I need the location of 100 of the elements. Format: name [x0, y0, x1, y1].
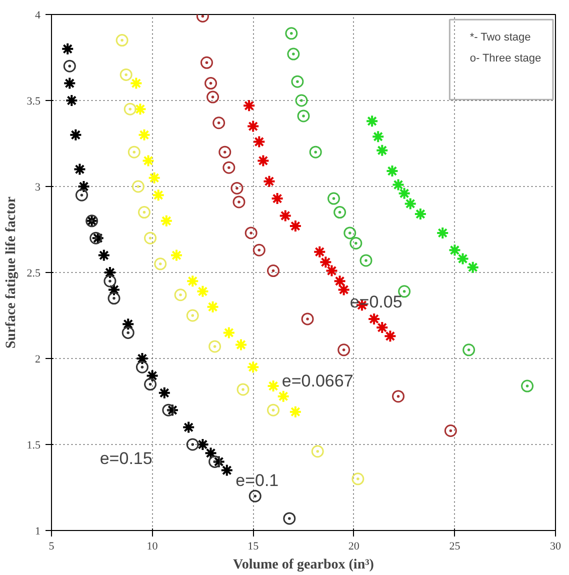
point — [204, 446, 218, 460]
point — [248, 490, 262, 502]
point — [311, 445, 324, 458]
point — [398, 186, 411, 200]
point — [220, 464, 234, 477]
point — [295, 94, 308, 107]
point — [244, 226, 258, 240]
point — [136, 360, 148, 374]
point — [186, 309, 199, 322]
point — [344, 226, 356, 240]
y-tick-label: 1.5 — [26, 440, 41, 452]
point — [152, 188, 165, 202]
point — [444, 424, 457, 437]
point — [186, 274, 200, 288]
point — [182, 420, 196, 434]
point — [107, 283, 120, 296]
point — [230, 182, 244, 194]
annotation: o- Three stage — [470, 52, 542, 64]
point — [352, 472, 364, 486]
point — [313, 245, 326, 258]
y-axis-title: Surface fatigue life factor — [4, 196, 19, 348]
point — [166, 404, 179, 417]
point — [103, 266, 116, 279]
annotation: e=0.0667 — [282, 371, 354, 390]
point — [252, 135, 266, 148]
point — [287, 48, 300, 60]
point — [333, 274, 346, 288]
annotation: e=0.05 — [350, 292, 402, 312]
point — [521, 380, 534, 392]
point — [208, 455, 222, 468]
x-tick-label: 25 — [449, 540, 461, 552]
point — [414, 208, 427, 221]
annotation: e=0.1 — [236, 470, 279, 490]
point — [200, 56, 213, 69]
point — [270, 192, 284, 206]
point — [366, 114, 379, 128]
point — [462, 344, 476, 356]
annotation: e=0.15 — [100, 448, 152, 468]
point — [301, 312, 314, 326]
point — [65, 94, 78, 107]
point — [122, 326, 134, 339]
point — [232, 196, 246, 208]
point — [142, 154, 155, 168]
point — [104, 274, 116, 288]
point — [162, 404, 175, 416]
point — [146, 369, 159, 382]
point — [256, 154, 270, 168]
point — [276, 390, 290, 403]
point — [246, 360, 260, 374]
x-axis-title: Volume of gearbox (in³) — [233, 558, 374, 572]
point — [392, 390, 404, 403]
point — [278, 209, 292, 222]
point — [97, 248, 110, 262]
point — [158, 386, 171, 400]
x-tick-label: 30 — [550, 540, 562, 552]
point — [208, 340, 222, 353]
point — [77, 180, 90, 193]
point — [144, 378, 157, 391]
point — [148, 171, 161, 184]
point — [368, 312, 381, 326]
point — [266, 380, 280, 393]
point — [170, 248, 183, 262]
point — [124, 102, 136, 116]
point — [392, 178, 405, 192]
point — [262, 174, 276, 188]
point — [212, 455, 226, 468]
point — [120, 68, 132, 81]
point — [75, 188, 88, 202]
point — [267, 264, 280, 278]
point — [130, 76, 143, 90]
point — [128, 146, 140, 158]
point — [212, 116, 226, 130]
x-tick-label: 10 — [146, 540, 158, 552]
point — [319, 256, 332, 269]
point — [116, 34, 128, 47]
point — [242, 99, 256, 112]
point — [386, 164, 399, 178]
point — [144, 232, 157, 244]
y-tick-label: 1 — [35, 526, 40, 538]
point — [122, 318, 135, 331]
point — [448, 244, 462, 257]
point — [384, 330, 397, 343]
point — [267, 404, 280, 416]
point — [236, 383, 250, 396]
y-tick-label: 2 — [35, 354, 40, 366]
point — [134, 102, 147, 116]
x-tick-label: 20 — [348, 540, 360, 552]
point — [246, 120, 260, 133]
point — [327, 192, 340, 205]
point — [69, 128, 82, 142]
point — [404, 197, 417, 210]
point — [288, 220, 302, 233]
point — [196, 438, 210, 451]
point — [456, 252, 470, 266]
point — [372, 130, 385, 144]
point — [174, 288, 187, 302]
point — [136, 352, 149, 365]
point — [204, 77, 218, 90]
point — [252, 244, 266, 256]
x-tick-label: 15 — [248, 540, 260, 552]
